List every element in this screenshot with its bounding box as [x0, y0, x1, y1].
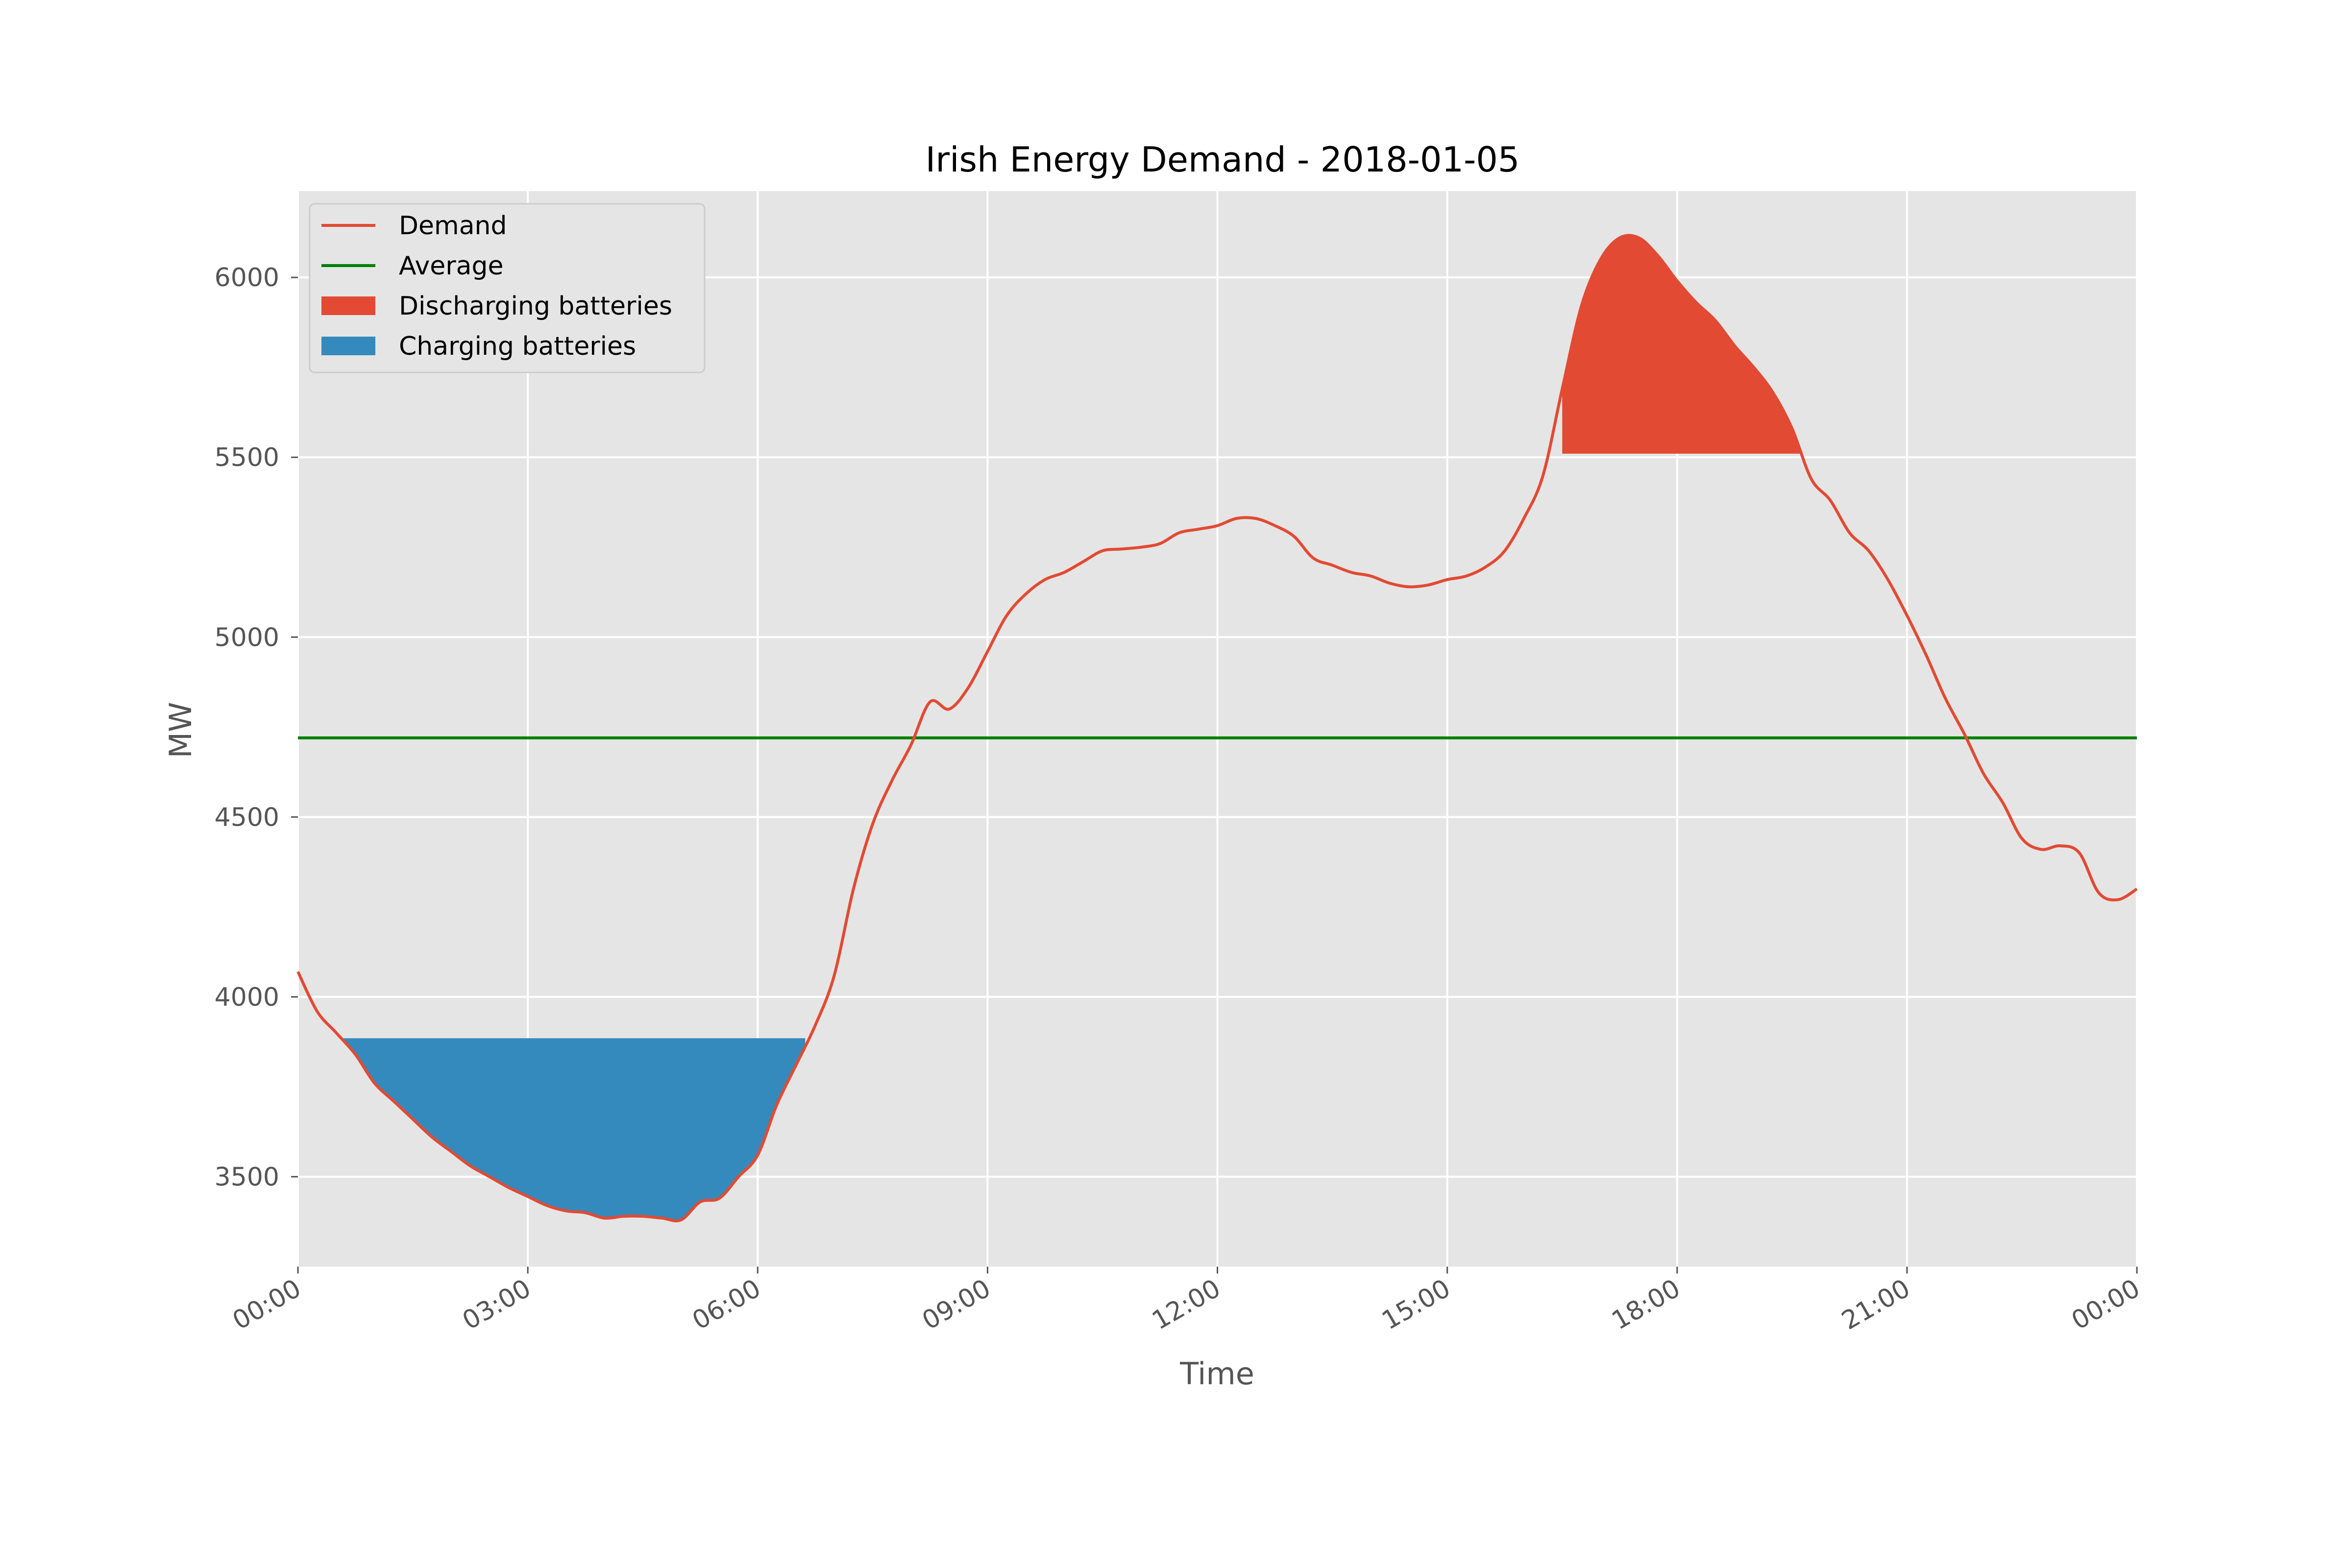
y-tick-label-0: 3500 [215, 1162, 279, 1192]
legend-label-charging: Charging batteries [399, 332, 636, 361]
demand-line [296, 234, 2138, 1223]
x-tick-label-4: 12:00 [1147, 1274, 1225, 1336]
x-axis-label: Time [1179, 1356, 1254, 1392]
legend-box [309, 203, 706, 373]
fill-area-discharging [1562, 235, 1802, 454]
y-tick-label-3: 5000 [215, 623, 279, 652]
chart-title: Irish Energy Demand - 2018-01-05 [926, 140, 1520, 180]
x-tick-label-1: 03:00 [458, 1274, 536, 1336]
grid [297, 191, 2138, 1267]
fill-areas [342, 235, 1802, 1221]
x-tick-label-5: 15:00 [1377, 1274, 1455, 1336]
x-tick-label-7: 21:00 [1837, 1274, 1915, 1336]
legend-label-demand: Demand [399, 211, 507, 241]
x-tick-label-3: 09:00 [917, 1274, 996, 1336]
legend-swatch-charging [321, 337, 375, 355]
y-tick-label-5: 6000 [215, 263, 279, 293]
x-tick-label-8: 00:00 [2067, 1274, 2145, 1336]
series-lines [296, 234, 2138, 1223]
legend-label-average: Average [399, 251, 504, 281]
x-tick-label-6: 18:00 [1607, 1274, 1685, 1336]
y-tick-label-4: 5500 [215, 443, 279, 472]
x-tick-label-2: 06:00 [687, 1274, 766, 1336]
legend: Demand Average Discharging batteries Chargi… [309, 203, 706, 373]
y-tick-label-1: 4000 [215, 982, 279, 1012]
y-tick-label-2: 4500 [215, 803, 279, 832]
x-tick-label-0: 00:00 [228, 1274, 306, 1336]
y-axis-label: MW [163, 702, 198, 759]
legend-label-discharging: Discharging batteries [399, 292, 672, 321]
legend-swatch-discharging [321, 296, 375, 315]
fill-area-charging [342, 1038, 806, 1221]
